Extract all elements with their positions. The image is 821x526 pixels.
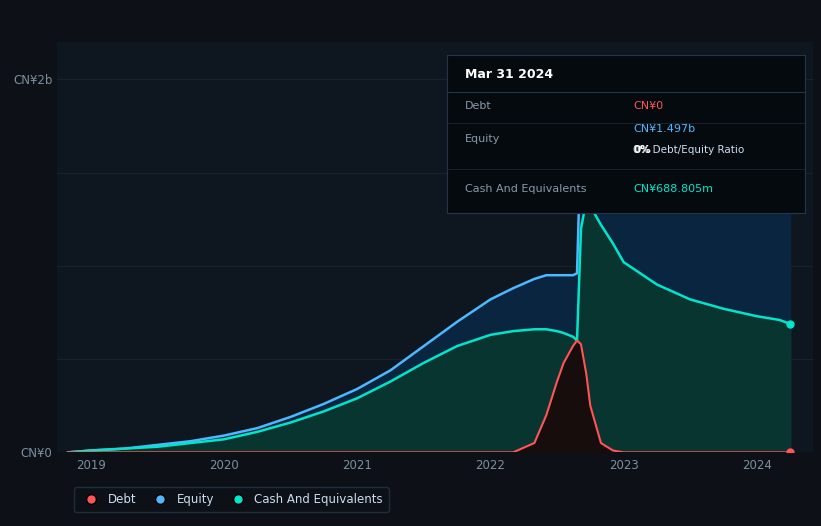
Text: CN¥1.497b: CN¥1.497b [633,124,695,135]
Text: CN¥0: CN¥0 [633,100,663,111]
Text: Cash And Equivalents: Cash And Equivalents [466,184,587,195]
Text: Mar 31 2024: Mar 31 2024 [466,68,553,80]
Legend: Debt, Equity, Cash And Equivalents: Debt, Equity, Cash And Equivalents [74,487,389,512]
Text: CN¥688.805m: CN¥688.805m [633,184,713,195]
Text: 0%: 0% [633,145,651,155]
Text: 0% Debt/Equity Ratio: 0% Debt/Equity Ratio [633,145,745,155]
Text: Debt: Debt [466,100,492,111]
Text: Equity: Equity [466,134,501,144]
